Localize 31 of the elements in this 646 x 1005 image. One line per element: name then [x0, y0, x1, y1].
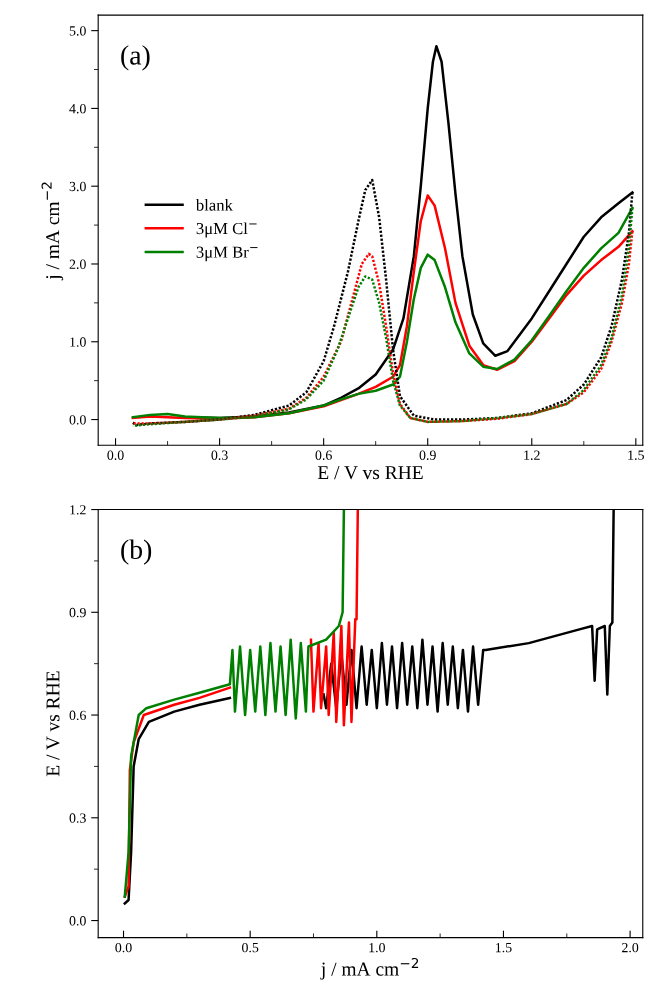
y-tick-label: 3.0	[69, 181, 86, 192]
x-tick-label: 2.0	[622, 942, 639, 953]
legend-label: blank	[195, 198, 233, 211]
x-tick-label: 1.5	[628, 450, 644, 460]
x-tick-label: 1.5	[496, 942, 512, 953]
x-axis-title: j / mA cm$^{−2}$	[320, 957, 419, 980]
y-tick-label: 0.9	[69, 607, 86, 618]
y-tick-label: 4.0	[69, 104, 86, 114]
x-tick-label: 0.6	[315, 450, 332, 460]
x-tick-label: 0.0	[107, 450, 124, 460]
y-tick-label: 1.2	[70, 505, 86, 515]
legend-label: 3μM Br$^{−}$	[196, 246, 258, 262]
x-tick-label: 0.9	[419, 450, 436, 460]
x-tick-label: 1.0	[369, 942, 385, 953]
legend-label: 3μM Cl$^{−}$	[196, 222, 257, 238]
y-tick-label: 0.0	[69, 916, 86, 926]
annotation: (a)	[121, 45, 150, 71]
y-tick-label: 1.0	[70, 337, 86, 347]
x-tick-label: 0.0	[115, 942, 132, 953]
y-tick-label: 0.6	[69, 710, 86, 721]
x-axis-title: E / V vs RHE	[317, 466, 423, 480]
x-tick-label: 0.5	[242, 942, 259, 953]
x-tick-label: 0.3	[211, 450, 228, 460]
y-axis-title: E / V vs RHE	[46, 671, 60, 777]
x-tick-label: 1.2	[524, 450, 540, 460]
y-tick-label: 0.3	[69, 813, 86, 823]
annotation: (b)	[121, 539, 152, 565]
y-axis-title: j / mA cm$^{−2}$	[41, 182, 64, 281]
y-tick-label: 5.0	[69, 26, 86, 36]
y-tick-label: 0.0	[69, 415, 86, 425]
y-tick-label: 2.0	[69, 259, 86, 269]
